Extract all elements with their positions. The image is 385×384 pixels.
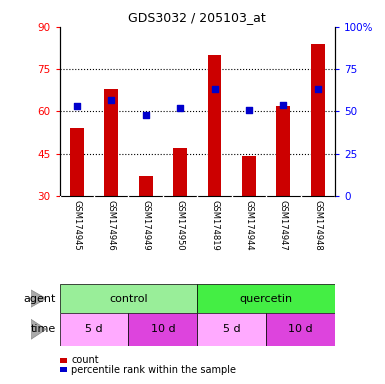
Bar	[197, 313, 266, 346]
Bar	[60, 284, 197, 313]
Text: GSM174944: GSM174944	[244, 200, 253, 251]
Polygon shape	[31, 290, 46, 307]
Bar	[139, 176, 152, 196]
Point	[315, 86, 321, 93]
Text: 5 d: 5 d	[85, 324, 103, 334]
Bar	[129, 313, 197, 346]
Text: GSM174947: GSM174947	[279, 200, 288, 251]
Text: count: count	[71, 355, 99, 365]
Text: 10 d: 10 d	[151, 324, 175, 334]
Point	[280, 101, 286, 108]
Point	[211, 86, 218, 93]
Point	[246, 107, 252, 113]
Point	[108, 96, 114, 103]
Text: GSM174819: GSM174819	[210, 200, 219, 251]
Text: time: time	[30, 324, 56, 334]
Text: GSM174945: GSM174945	[72, 200, 81, 251]
Text: GSM174946: GSM174946	[107, 200, 116, 251]
Text: percentile rank within the sample: percentile rank within the sample	[71, 365, 236, 375]
Bar	[242, 156, 256, 196]
Polygon shape	[31, 319, 46, 339]
Text: control: control	[109, 293, 148, 304]
Bar	[70, 128, 84, 196]
Bar	[208, 55, 221, 196]
Point	[177, 105, 183, 111]
Bar	[173, 148, 187, 196]
Text: GSM174948: GSM174948	[313, 200, 322, 251]
Text: GSM174950: GSM174950	[176, 200, 185, 251]
Point	[74, 103, 80, 109]
Text: quercetin: quercetin	[239, 293, 293, 304]
Title: GDS3032 / 205103_at: GDS3032 / 205103_at	[129, 11, 266, 24]
Bar	[311, 44, 325, 196]
Bar	[266, 313, 335, 346]
Bar	[104, 89, 118, 196]
Bar	[197, 284, 335, 313]
Text: 10 d: 10 d	[288, 324, 313, 334]
Point	[142, 112, 149, 118]
Bar	[276, 106, 290, 196]
Text: 5 d: 5 d	[223, 324, 241, 334]
Text: GSM174949: GSM174949	[141, 200, 150, 251]
Bar	[60, 313, 129, 346]
Text: agent: agent	[23, 293, 56, 304]
